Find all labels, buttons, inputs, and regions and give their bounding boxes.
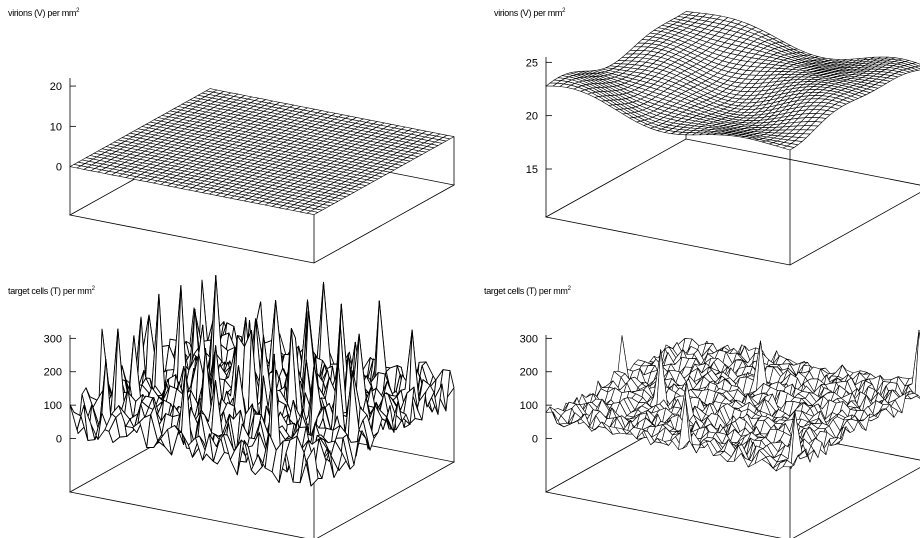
z-tick-label: 25 (526, 57, 538, 69)
surface-panel-3: 0 100 200 300 (44, 275, 456, 538)
mesh-cell (306, 447, 319, 487)
mesh-cell (782, 145, 795, 151)
surface-panel-1: 0 10 20 (50, 78, 456, 264)
box-floor (544, 413, 920, 538)
panel-title-v-right: virions (V) per mm2 (494, 8, 566, 18)
surface-panel-4: 0 100 200 300 (520, 329, 920, 538)
z-tick-label: 300 (44, 333, 62, 345)
z-tick-label: 10 (50, 121, 62, 133)
mesh-cell (306, 210, 319, 215)
mesh-cell (374, 300, 387, 386)
panel-title-v-left: virions (V) per mm2 (8, 8, 80, 18)
box-floor (544, 138, 920, 266)
z-tick-label: 300 (520, 333, 538, 345)
surface-mesh (545, 11, 920, 151)
surface-panel-2: 15 20 25 (526, 11, 920, 266)
panel-title-t-right: target cells (T) per mm2 (484, 286, 571, 296)
z-tick-label: 0 (56, 434, 62, 446)
surface-mesh (545, 329, 920, 472)
z-tick-label: 20 (50, 81, 62, 93)
mesh-cell (782, 459, 795, 468)
surface-mesh (69, 88, 455, 215)
z-tick-label: 0 (56, 162, 62, 174)
panel-title-t-left: target cells (T) per mm2 (8, 286, 95, 296)
z-tick-label: 100 (520, 400, 538, 412)
z-tick-label: 200 (44, 367, 62, 379)
z-tick-label: 100 (44, 400, 62, 412)
z-tick-label: 0 (532, 434, 538, 446)
z-tick-label: 15 (526, 164, 538, 176)
surface-mesh (69, 275, 455, 487)
z-tick-label: 200 (520, 367, 538, 379)
z-tick-label: 20 (526, 111, 538, 123)
